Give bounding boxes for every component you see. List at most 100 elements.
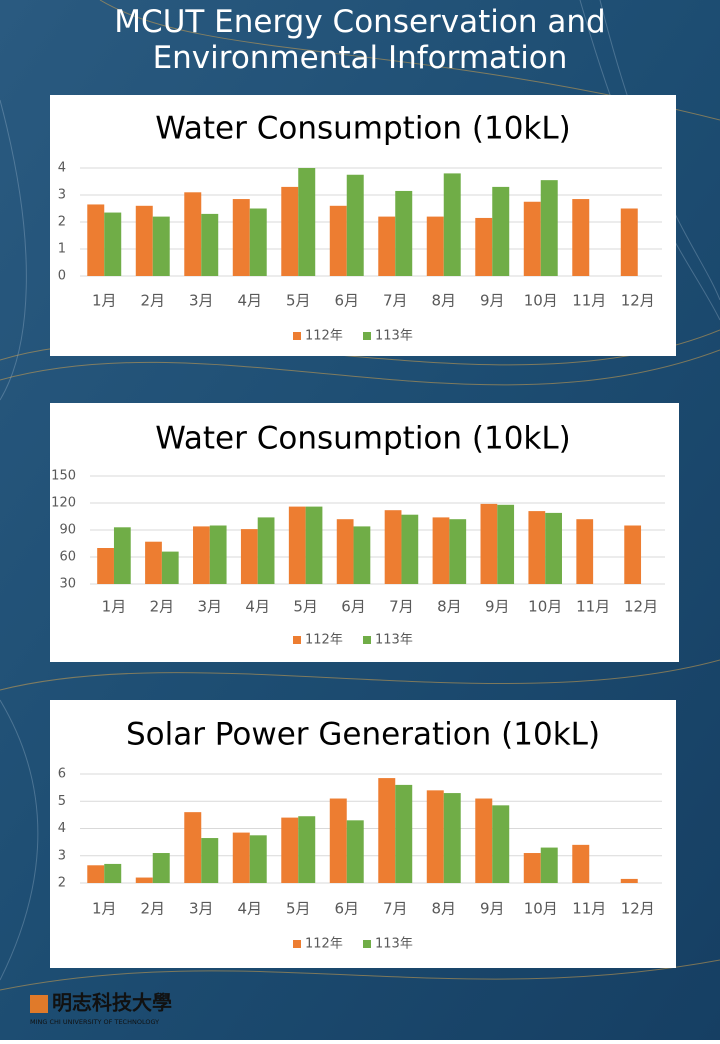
bar bbox=[545, 512, 562, 584]
bar bbox=[87, 865, 105, 883]
bar bbox=[193, 526, 210, 584]
x-tick-label: 5月 bbox=[293, 598, 318, 616]
x-tick-label: 8月 bbox=[431, 900, 456, 918]
x-tick-label: 3月 bbox=[189, 900, 214, 918]
x-tick-label: 6月 bbox=[334, 900, 359, 918]
legend-label: 113年 bbox=[375, 633, 413, 648]
bar bbox=[378, 778, 396, 883]
x-tick-label: 9月 bbox=[480, 292, 505, 310]
bar bbox=[395, 784, 413, 883]
bar bbox=[523, 201, 541, 276]
bar bbox=[475, 798, 493, 883]
bar bbox=[152, 216, 170, 276]
bar bbox=[480, 503, 498, 584]
bar bbox=[257, 517, 275, 584]
y-tick-label: 2 bbox=[58, 215, 66, 230]
x-tick-label: 8月 bbox=[437, 598, 462, 616]
x-tick-label: 10月 bbox=[524, 900, 558, 918]
bar bbox=[240, 529, 258, 584]
x-tick-label: 8月 bbox=[431, 292, 456, 310]
bar bbox=[378, 216, 396, 276]
bar bbox=[572, 844, 590, 883]
bar bbox=[620, 878, 638, 883]
bar bbox=[497, 504, 515, 584]
bar bbox=[281, 817, 299, 883]
x-tick-label: 10月 bbox=[528, 598, 562, 616]
x-tick-label: 4月 bbox=[245, 598, 270, 616]
x-tick-label: 5月 bbox=[286, 900, 311, 918]
x-tick-label: 11月 bbox=[576, 598, 610, 616]
bar bbox=[305, 506, 323, 584]
bar bbox=[113, 527, 131, 584]
x-tick-label: 10月 bbox=[524, 292, 558, 310]
bar bbox=[298, 168, 316, 276]
x-tick-label: 2月 bbox=[140, 900, 165, 918]
bar bbox=[346, 820, 364, 883]
legend-label: 112年 bbox=[305, 937, 343, 952]
x-tick-label: 11月 bbox=[572, 900, 606, 918]
legend-swatch bbox=[293, 636, 301, 644]
bar bbox=[620, 208, 638, 276]
x-tick-label: 2月 bbox=[150, 598, 175, 616]
bar bbox=[288, 506, 306, 584]
y-tick-label: 120 bbox=[51, 496, 76, 511]
x-tick-label: 4月 bbox=[237, 292, 262, 310]
y-tick-label: 30 bbox=[59, 577, 76, 592]
bar bbox=[432, 517, 450, 584]
bar bbox=[475, 217, 493, 276]
bar bbox=[145, 541, 162, 584]
page-title: MCUT Energy Conservation and Environment… bbox=[114, 4, 606, 76]
x-tick-label: 1月 bbox=[102, 598, 127, 616]
legend-swatch bbox=[293, 940, 301, 948]
logo-subtitle: MING CHI UNIVERSITY OF TECHNOLOGY bbox=[30, 1018, 159, 1026]
bar bbox=[135, 877, 153, 883]
legend-swatch bbox=[293, 332, 301, 340]
bar bbox=[104, 212, 122, 276]
x-tick-label: 12月 bbox=[621, 900, 655, 918]
bar bbox=[426, 790, 444, 883]
x-tick-label: 7月 bbox=[383, 292, 408, 310]
bar bbox=[135, 205, 153, 276]
bar bbox=[492, 805, 510, 883]
legend-label: 112年 bbox=[305, 633, 343, 648]
bar bbox=[249, 208, 267, 276]
logo-name: 明志科技大學 bbox=[52, 991, 172, 1015]
bar bbox=[97, 548, 114, 584]
bar bbox=[572, 199, 590, 276]
legend-label: 113年 bbox=[375, 329, 413, 344]
bar bbox=[209, 525, 227, 584]
bar bbox=[249, 835, 267, 883]
legend-swatch bbox=[363, 636, 371, 644]
x-tick-label: 6月 bbox=[341, 598, 366, 616]
x-tick-label: 7月 bbox=[389, 598, 414, 616]
bar bbox=[540, 847, 558, 883]
bar bbox=[346, 174, 364, 276]
bar bbox=[523, 853, 541, 883]
y-tick-label: 60 bbox=[59, 550, 76, 565]
bar bbox=[540, 180, 558, 276]
bar bbox=[152, 853, 170, 883]
bar bbox=[395, 190, 413, 276]
bar bbox=[624, 525, 642, 584]
x-tick-label: 3月 bbox=[189, 292, 214, 310]
chart-title: Water Consumption (10kL) bbox=[155, 421, 571, 457]
bar bbox=[492, 186, 510, 276]
x-tick-label: 7月 bbox=[383, 900, 408, 918]
bar bbox=[104, 863, 122, 883]
bar bbox=[201, 213, 219, 276]
bar bbox=[281, 186, 299, 276]
bar bbox=[426, 216, 444, 276]
x-tick-label: 9月 bbox=[485, 598, 510, 616]
y-tick-label: 3 bbox=[58, 188, 66, 203]
legend-label: 113年 bbox=[375, 937, 413, 952]
y-tick-label: 4 bbox=[58, 821, 66, 836]
legend-label: 112年 bbox=[305, 329, 343, 344]
legend-swatch bbox=[363, 332, 371, 340]
bar bbox=[329, 798, 347, 883]
bar bbox=[329, 205, 347, 276]
y-tick-label: 150 bbox=[51, 469, 76, 484]
bar bbox=[576, 519, 594, 584]
y-tick-label: 5 bbox=[58, 794, 66, 809]
